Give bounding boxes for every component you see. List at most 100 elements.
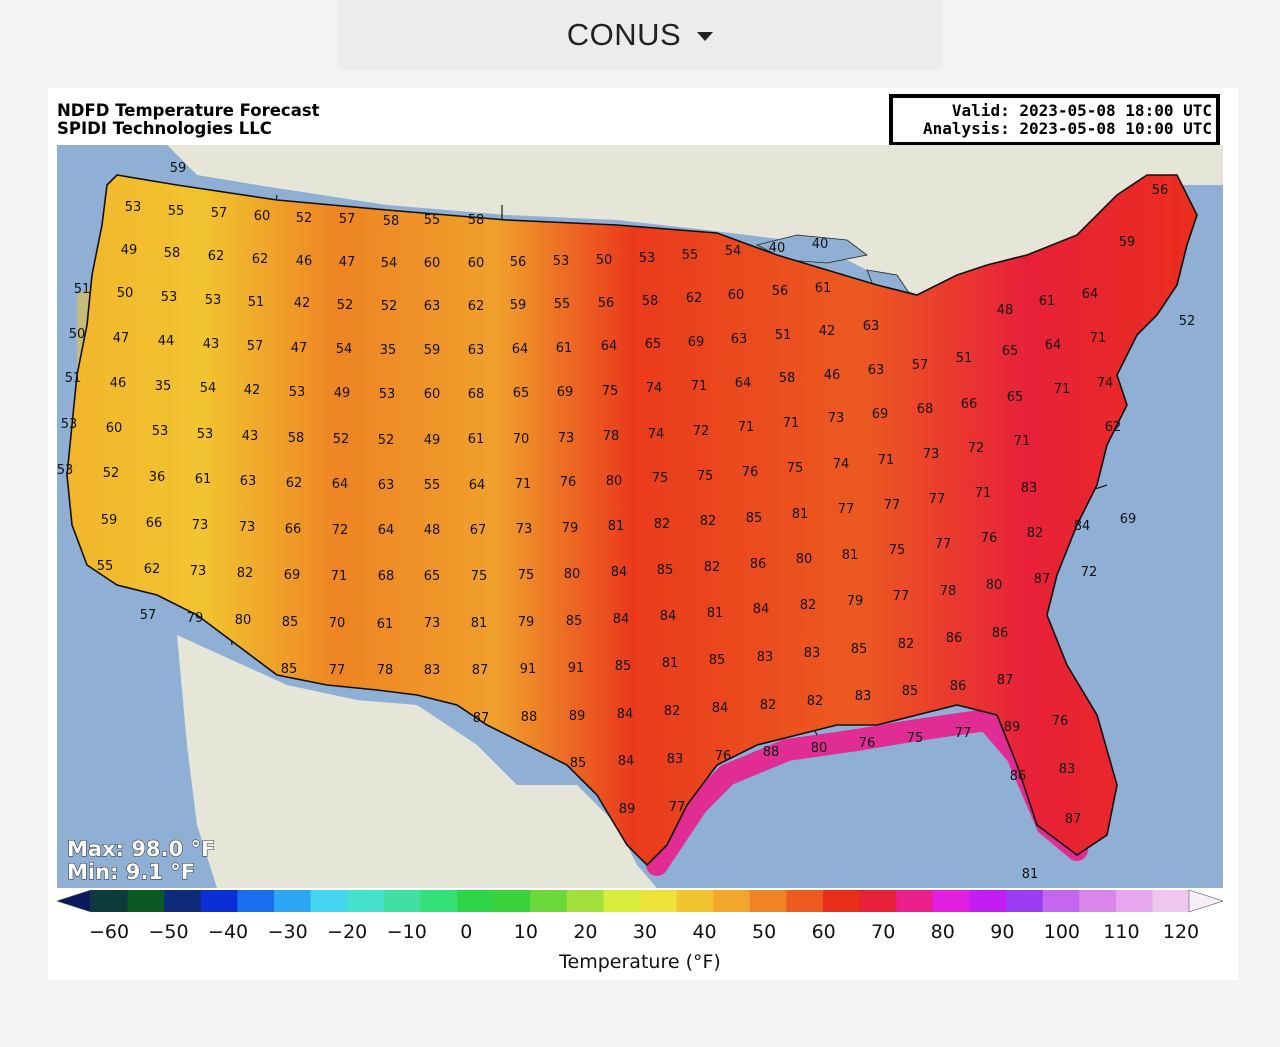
temperature-label: 71	[975, 486, 992, 501]
temperature-label: 58	[164, 246, 181, 261]
colorbar-segment	[786, 890, 824, 912]
temperature-label: 46	[824, 368, 841, 383]
temperature-label: 82	[704, 560, 721, 575]
temperature-label: 71	[1054, 382, 1071, 397]
temperature-label: 87	[997, 673, 1014, 688]
colorbar-segment	[603, 890, 641, 912]
temperature-label: 72	[968, 441, 985, 456]
temperature-label: 51	[74, 282, 91, 297]
colorbar-min-arrow	[57, 889, 92, 913]
temperature-label: 86	[946, 631, 963, 646]
temperature-label: 86	[750, 557, 767, 572]
temperature-label: 53	[553, 254, 570, 269]
valid-time: Valid: 2023-05-08 18:00 UTC	[951, 101, 1212, 120]
temperature-label: 57	[912, 358, 929, 373]
min-temp: Min: 9.1 °F	[66, 860, 196, 884]
temperature-label: 75	[889, 543, 906, 558]
colorbar-segment	[1006, 890, 1044, 912]
temperature-label: 63	[731, 332, 748, 347]
temperature-label: 73	[516, 522, 533, 537]
temperature-label: 60	[424, 256, 441, 271]
temperature-label: 55	[97, 559, 114, 574]
temperature-label: 56	[772, 284, 789, 299]
temperature-label: 57	[247, 339, 264, 354]
colorbar-segment	[530, 890, 568, 912]
temperature-label: 76	[560, 475, 577, 490]
temperature-label: 72	[332, 523, 349, 538]
temperature-label: 69	[872, 407, 889, 422]
temperature-label: 82	[654, 517, 671, 532]
temperature-label: 52	[337, 298, 354, 313]
temperature-label: 40	[769, 241, 786, 256]
temperature-label: 85	[281, 662, 298, 677]
region-dropdown[interactable]: CONUS	[337, 0, 943, 70]
temperature-label: 47	[113, 331, 130, 346]
temperature-label: 44	[158, 334, 175, 349]
colorbar-tick-label: 80	[931, 921, 955, 943]
temperature-label: 48	[997, 303, 1014, 318]
temperature-label: 82	[237, 566, 254, 581]
temperature-label: 59	[510, 298, 527, 313]
temperature-label: 81	[662, 656, 679, 671]
temperature-label: 83	[757, 650, 774, 665]
temperature-label: 62	[686, 291, 703, 306]
temperature-label: 84	[753, 602, 770, 617]
temperature-label: 82	[700, 514, 717, 529]
temperature-label: 61	[195, 472, 212, 487]
temperature-label: 81	[1022, 867, 1039, 882]
temperature-label: 62	[286, 476, 303, 491]
temperature-label: 91	[520, 662, 537, 677]
colorbar-tick-label: 10	[514, 921, 538, 943]
temperature-label: 55	[682, 248, 699, 263]
colorbar-tick-label: 110	[1103, 921, 1139, 943]
temperature-label: 88	[763, 745, 780, 760]
temperature-label: 54	[200, 381, 217, 396]
temperature-label: 79	[187, 611, 204, 626]
temperature-colorbar: −60 −50 −40 −30 −20 −10 0 10 20 30 40 50 60 70 80 90 100…	[57, 889, 1223, 973]
temperature-label: 76	[1052, 714, 1069, 729]
temperature-label: 73	[190, 564, 207, 579]
temperature-label: 64	[735, 376, 752, 391]
temperature-label: 65	[645, 337, 662, 352]
temperature-label: 51	[775, 328, 792, 343]
extremes: Max: 98.0 °F Min: 9.1 °F	[66, 837, 216, 884]
temperature-label: 79	[562, 521, 579, 536]
temperature-label: 77	[329, 663, 346, 678]
temperature-label: 74	[646, 381, 663, 396]
figure-title: NDFD Temperature Forecast SPIDI Technolo…	[57, 102, 320, 138]
temperature-label: 63	[468, 343, 485, 358]
temperature-label: 75	[471, 569, 488, 584]
temperature-label: 78	[603, 429, 620, 444]
temperature-label: 75	[602, 384, 619, 399]
colorbar-tick-label: −30	[268, 921, 308, 943]
temperature-label: 81	[608, 519, 625, 534]
temperature-label: 62	[208, 249, 225, 264]
temperature-label: 62	[252, 252, 269, 267]
temperature-label: 69	[557, 385, 574, 400]
temperature-label: 55	[554, 297, 571, 312]
temperature-label: 73	[828, 411, 845, 426]
colorbar-segment	[969, 890, 1007, 912]
temperature-label: 56	[510, 255, 527, 270]
colorbar-segment	[383, 890, 421, 912]
max-temp: Max: 98.0 °F	[66, 837, 216, 861]
temperature-label: 77	[955, 726, 972, 741]
temperature-label: 61	[468, 432, 485, 447]
temperature-label: 72	[1081, 565, 1098, 580]
temperature-label: 77	[838, 502, 855, 517]
temperature-label: 85	[746, 511, 763, 526]
temperature-label: 85	[709, 653, 726, 668]
temperature-labels: 59 53 55 57 60 52 57 58 55 58 49 58 62 62 46 47 54 60 60 56…	[57, 161, 1195, 882]
colorbar-tick-label: 50	[752, 921, 776, 943]
temperature-label: 80	[796, 552, 813, 567]
temperature-label: 75	[652, 471, 669, 486]
temperature-label: 53	[205, 293, 222, 308]
temperature-label: 50	[117, 286, 134, 301]
colorbar-segment	[1152, 890, 1190, 912]
temperature-label: 52	[333, 432, 350, 447]
colorbar-segment	[91, 890, 129, 912]
temperature-label: 77	[935, 537, 952, 552]
temperature-label: 58	[779, 371, 796, 386]
temperature-label: 77	[669, 800, 686, 815]
temperature-label: 54	[336, 342, 353, 357]
